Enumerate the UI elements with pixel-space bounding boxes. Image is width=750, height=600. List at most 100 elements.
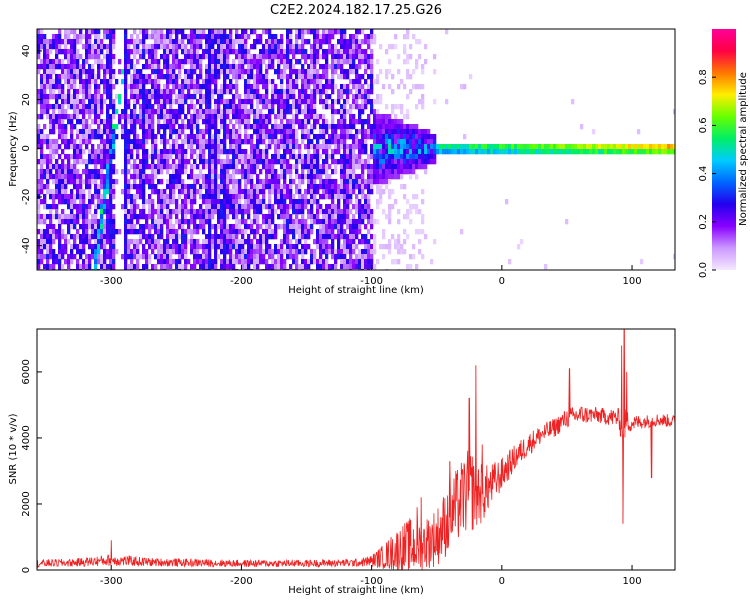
- spectrogram-cell: [181, 139, 185, 145]
- spectrogram-cell: [220, 89, 224, 95]
- spectrogram-cell: [157, 164, 161, 170]
- spectrogram-cell: [154, 209, 158, 215]
- spectrogram-cell: [256, 244, 260, 250]
- spectrogram-cell: [235, 229, 239, 235]
- spectrogram-cell: [277, 144, 281, 150]
- x-tick-label: -200: [230, 576, 253, 587]
- spectrogram-cell: [205, 34, 209, 40]
- spectrogram-cell: [49, 114, 53, 120]
- spectrogram-cell: [109, 164, 113, 170]
- spectrogram-cell: [256, 129, 260, 135]
- spectrogram-cell: [166, 124, 170, 130]
- spectrogram-cell: [175, 164, 179, 170]
- spectrogram-cell: [79, 64, 83, 70]
- spectrogram-cell: [313, 104, 317, 110]
- spectrogram-cell: [361, 144, 365, 150]
- spectrogram-cell: [37, 174, 41, 180]
- spectrogram-cell: [46, 234, 50, 240]
- spectrogram-cell: [109, 174, 113, 180]
- spectrogram-cell: [391, 234, 395, 240]
- spectrogram-cell: [70, 129, 74, 135]
- spectrogram-cell: [634, 144, 638, 150]
- spectrogram-cell: [67, 164, 71, 170]
- spectrogram-cell: [229, 254, 233, 260]
- spectrogram-cell: [283, 159, 287, 165]
- spectrogram-cell: [145, 94, 149, 100]
- spectrogram-cell: [652, 144, 656, 150]
- spectrogram-cell: [88, 179, 92, 185]
- spectrogram-cell: [364, 179, 368, 185]
- spectrogram-cell: [412, 124, 416, 130]
- spectrogram-cell: [355, 164, 359, 170]
- spectrogram-cell: [301, 229, 305, 235]
- spectrogram-cell: [67, 114, 71, 120]
- spectrogram-cell: [109, 59, 113, 65]
- spectrogram-cell: [43, 184, 47, 190]
- spectrogram-cell: [85, 264, 89, 270]
- spectrogram-cell: [52, 194, 56, 200]
- spectrogram-cell: [196, 99, 200, 105]
- spectrogram-cell: [64, 99, 68, 105]
- spectrogram-cell: [301, 94, 305, 100]
- spectrogram-cell: [295, 199, 299, 205]
- spectrogram-cell: [199, 244, 203, 250]
- spectrogram-cell: [163, 129, 167, 135]
- spectrogram-cell: [355, 94, 359, 100]
- spectrogram-cell: [301, 139, 305, 145]
- spectrogram-cell: [409, 219, 413, 225]
- spectrogram-cell: [94, 169, 98, 175]
- spectrogram-cell: [241, 64, 245, 70]
- spectrogram-cell: [211, 169, 215, 175]
- spectrogram-cell: [211, 59, 215, 65]
- spectrogram-cell: [55, 194, 59, 200]
- spectrogram-cell: [229, 234, 233, 240]
- spectrogram-cell: [76, 69, 80, 75]
- spectrogram-cell: [265, 249, 269, 255]
- spectrogram-cell: [160, 114, 164, 120]
- spectrogram-cell: [283, 54, 287, 60]
- spectrogram-cell: [163, 259, 167, 265]
- spectrogram-cell: [376, 184, 380, 190]
- spectrogram-cell: [325, 99, 329, 105]
- spectrogram-cell: [247, 69, 251, 75]
- spectrogram-cell: [322, 34, 326, 40]
- spectrogram-cell: [181, 214, 185, 220]
- spectrogram-cell: [91, 159, 95, 165]
- spectrogram-cell: [409, 54, 413, 60]
- spectrogram-cell: [142, 89, 146, 95]
- spectrogram-cell: [58, 219, 62, 225]
- spectrogram-cell: [73, 54, 77, 60]
- spectrogram-cell: [157, 194, 161, 200]
- spectrogram-cell: [367, 59, 371, 65]
- spectrogram-cell: [241, 229, 245, 235]
- spectrogram-cell: [145, 64, 149, 70]
- spectrogram-cell: [265, 39, 269, 45]
- spectrogram-cell: [274, 84, 278, 90]
- spectrogram-cell: [205, 164, 209, 170]
- spectrogram-cell: [322, 229, 326, 235]
- spectrogram-cell: [277, 244, 281, 250]
- spectrogram-cell: [262, 114, 266, 120]
- spectrogram-cell: [319, 144, 323, 150]
- spectrogram-cell: [283, 114, 287, 120]
- spectrogram-cell: [352, 244, 356, 250]
- spectrogram-cell: [361, 89, 365, 95]
- spectrogram-cell: [64, 79, 68, 85]
- spectrogram-cell: [211, 64, 215, 70]
- spectrogram-cell: [187, 144, 191, 150]
- spectrogram-cell: [241, 109, 245, 115]
- spectrogram-cell: [307, 64, 311, 70]
- spectrogram-cell: [208, 154, 212, 160]
- spectrogram-cell: [358, 214, 362, 220]
- spectrogram-cell: [424, 44, 428, 50]
- spectrogram-cell: [310, 59, 314, 65]
- spectrogram-cell: [139, 214, 143, 220]
- spectrogram-cell: [331, 239, 335, 245]
- spectrogram-cell: [340, 29, 344, 35]
- spectrogram-cell: [91, 74, 95, 80]
- spectrogram-cell: [151, 239, 155, 245]
- spectrogram-cell: [427, 149, 431, 155]
- spectrogram-cell: [205, 194, 209, 200]
- spectrogram-cell: [331, 224, 335, 230]
- spectrogram-cell: [343, 84, 347, 90]
